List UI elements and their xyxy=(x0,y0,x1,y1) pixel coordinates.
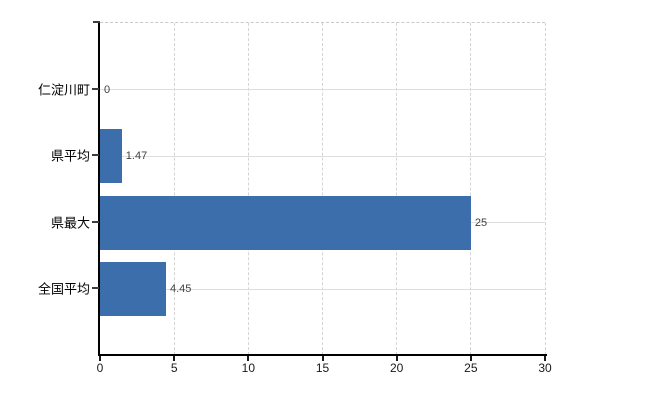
value-label: 4.45 xyxy=(170,283,192,296)
y-axis-tick xyxy=(92,154,99,157)
y-axis-tick xyxy=(92,220,99,223)
x-axis-tick-label: 0 xyxy=(96,361,104,375)
x-axis-tick-label: 20 xyxy=(389,361,404,375)
x-axis-line xyxy=(98,354,547,356)
vertical-gridline xyxy=(544,23,546,355)
value-label: 25 xyxy=(474,216,488,229)
category-label: 県最大 xyxy=(50,215,90,231)
horizontal-gridline xyxy=(100,288,545,290)
x-axis-tick-label: 30 xyxy=(538,361,552,375)
x-axis-tick xyxy=(173,356,176,361)
value-label: 1.47 xyxy=(125,150,148,163)
bar xyxy=(100,195,471,250)
x-axis-tick xyxy=(99,356,101,361)
y-axis-tick xyxy=(92,287,99,290)
vertical-gridline xyxy=(470,23,472,355)
plot-area: 0 1.47 25 4.45 xyxy=(100,22,546,355)
horizontal-gridline xyxy=(100,155,545,157)
vertical-gridline xyxy=(396,23,398,355)
y-axis-end-tick xyxy=(93,21,100,23)
vertical-gridline xyxy=(247,23,249,355)
x-axis-tick xyxy=(247,356,250,361)
x-axis-tick-label: 10 xyxy=(241,361,256,375)
category-label: 県平均 xyxy=(50,148,90,164)
x-axis-tick-label: 5 xyxy=(170,361,178,375)
horizontal-gridline xyxy=(100,89,545,91)
category-label: 全国平均 xyxy=(37,281,90,297)
x-axis-tick xyxy=(544,356,546,361)
category-label: 仁淀川町 xyxy=(37,82,90,98)
x-axis-tick-label: 15 xyxy=(315,361,330,375)
y-axis-tick xyxy=(92,87,99,90)
x-axis-tick-label: 25 xyxy=(464,361,478,375)
x-axis-tick xyxy=(395,356,398,361)
x-axis-tick xyxy=(321,356,324,361)
y-axis-line xyxy=(98,22,100,356)
bar xyxy=(100,262,166,317)
vertical-gridline xyxy=(322,23,323,355)
x-axis-tick xyxy=(469,356,472,361)
vertical-gridline xyxy=(173,23,175,355)
value-label: 0 xyxy=(104,83,111,96)
bar xyxy=(100,129,122,184)
